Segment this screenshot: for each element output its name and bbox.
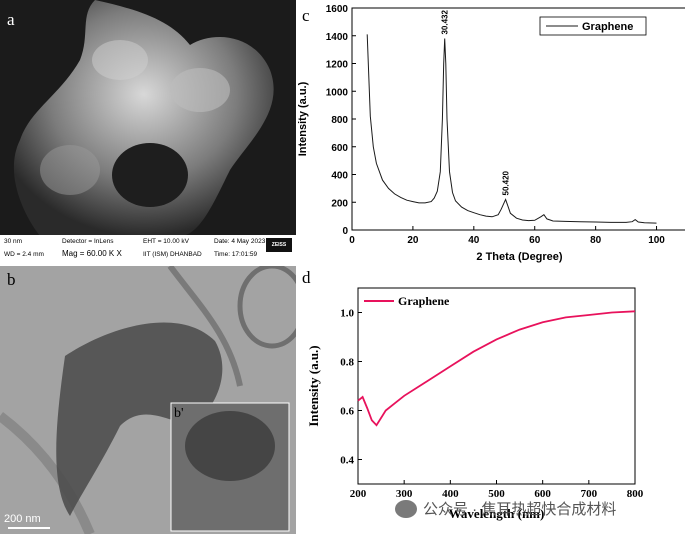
x-tick-label: 800 (627, 488, 644, 500)
x-tick-label: 500 (488, 488, 505, 500)
tem-micrograph (0, 266, 296, 534)
legend-box (539, 16, 647, 36)
y-axis-label: Intensity (a.u.) (306, 345, 321, 426)
y-tick-label: 0.6 (340, 406, 354, 418)
y-axis-label: Intensity (a.u.) (297, 81, 309, 156)
peak-label: 50.420 (502, 170, 511, 195)
series-line (366, 34, 657, 224)
y-tick-label: 1.0 (340, 308, 354, 320)
watermark-text: 公众号 · 焦耳热超快合成材料 (423, 501, 617, 518)
x-tick-label: 80 (590, 235, 602, 246)
tem-image-panel: b b' (0, 266, 296, 534)
panel-label-d: d (302, 268, 311, 287)
x-axis-label: 2 Theta (Degree) (476, 251, 563, 263)
wechat-icon (395, 499, 417, 518)
legend-label: Graphene (582, 21, 633, 33)
y-tick-label: 1000 (326, 87, 349, 98)
y-tick-label: 1600 (326, 4, 349, 15)
y-tick-label: 0.8 (340, 357, 354, 369)
tem-scale-bar-label: 200 nm (4, 513, 41, 525)
panel-label-a: a (7, 10, 15, 29)
sem-micrograph (0, 0, 296, 236)
uv-vis-chart: 200 300 400 500 600 700 800 0.4 0.6 0.8 1.0 Wavelen… (306, 287, 644, 521)
x-tick-label: 300 (396, 488, 413, 500)
sem-time: Time: 17:01:59 (214, 251, 258, 258)
x-tick-label: 20 (407, 235, 419, 246)
sem-scale-value: 30 nm (4, 238, 23, 245)
y-tick-label: 1200 (326, 60, 349, 71)
y-tick-label: 0 (342, 226, 348, 237)
x-tick-label: 100 (648, 235, 665, 246)
x-tick-label: 200 (350, 488, 367, 500)
wechat-watermark: 公众号 · 焦耳热超快合成材料 (395, 498, 616, 519)
y-tick-label: 1400 (326, 32, 349, 43)
peak-label: 30.432 (441, 10, 450, 35)
inset-label-b-prime: b' (174, 406, 184, 421)
x-tick-label: 60 (529, 235, 541, 246)
sem-info-bar: 30 nm WD = 2.4 mm Detector = InLens Mag … (0, 235, 296, 264)
sem-date: Date: 4 May 2023 (214, 238, 266, 245)
xrd-chart-panel: 0 20 40 60 80 100 0 200 400 600 800 1000 1200 1400 160… (296, 0, 685, 266)
x-tick-label: 0 (349, 235, 355, 246)
panel-label-b: b (7, 270, 16, 289)
sem-eht: EHT = 10.00 kV (143, 238, 189, 245)
x-tick-label: 40 (468, 235, 480, 246)
series-line (357, 310, 636, 427)
y-tick-label: 600 (331, 143, 348, 154)
y-tick-label: 200 (331, 198, 348, 209)
sem-institute: IIT (ISM) DHANBAD (143, 251, 202, 258)
zeiss-logo: ZEISS (266, 238, 292, 252)
x-tick-label: 700 (581, 488, 598, 500)
plot-frame (357, 287, 636, 485)
uv-chart-panel: 200 300 400 500 600 700 800 0.4 0.6 0.8 1.0 Wavelen… (296, 266, 685, 534)
legend-label: Graphene (398, 294, 450, 308)
xrd-chart: 0 20 40 60 80 1000200400600800100012001400160… (297, 4, 685, 263)
x-tick-label: 600 (534, 488, 551, 500)
y-tick-label: 0.4 (340, 455, 354, 467)
x-axis-label: Wavelength (nm) (449, 506, 545, 521)
sem-working-distance: WD = 2.4 mm (4, 251, 44, 258)
sem-magnification: Mag = 60.00 K X (62, 249, 122, 258)
y-tick-label: 800 (331, 115, 348, 126)
sem-detector: Detector = InLens (62, 238, 114, 245)
sem-image-panel: a 30 nm WD = 2.4 mm Detector = InLens Ma… (0, 0, 296, 264)
plot-frame (351, 7, 685, 231)
panel-label-c: c (302, 6, 310, 25)
x-tick-label: 400 (442, 488, 459, 500)
y-tick-label: 400 (331, 171, 348, 182)
